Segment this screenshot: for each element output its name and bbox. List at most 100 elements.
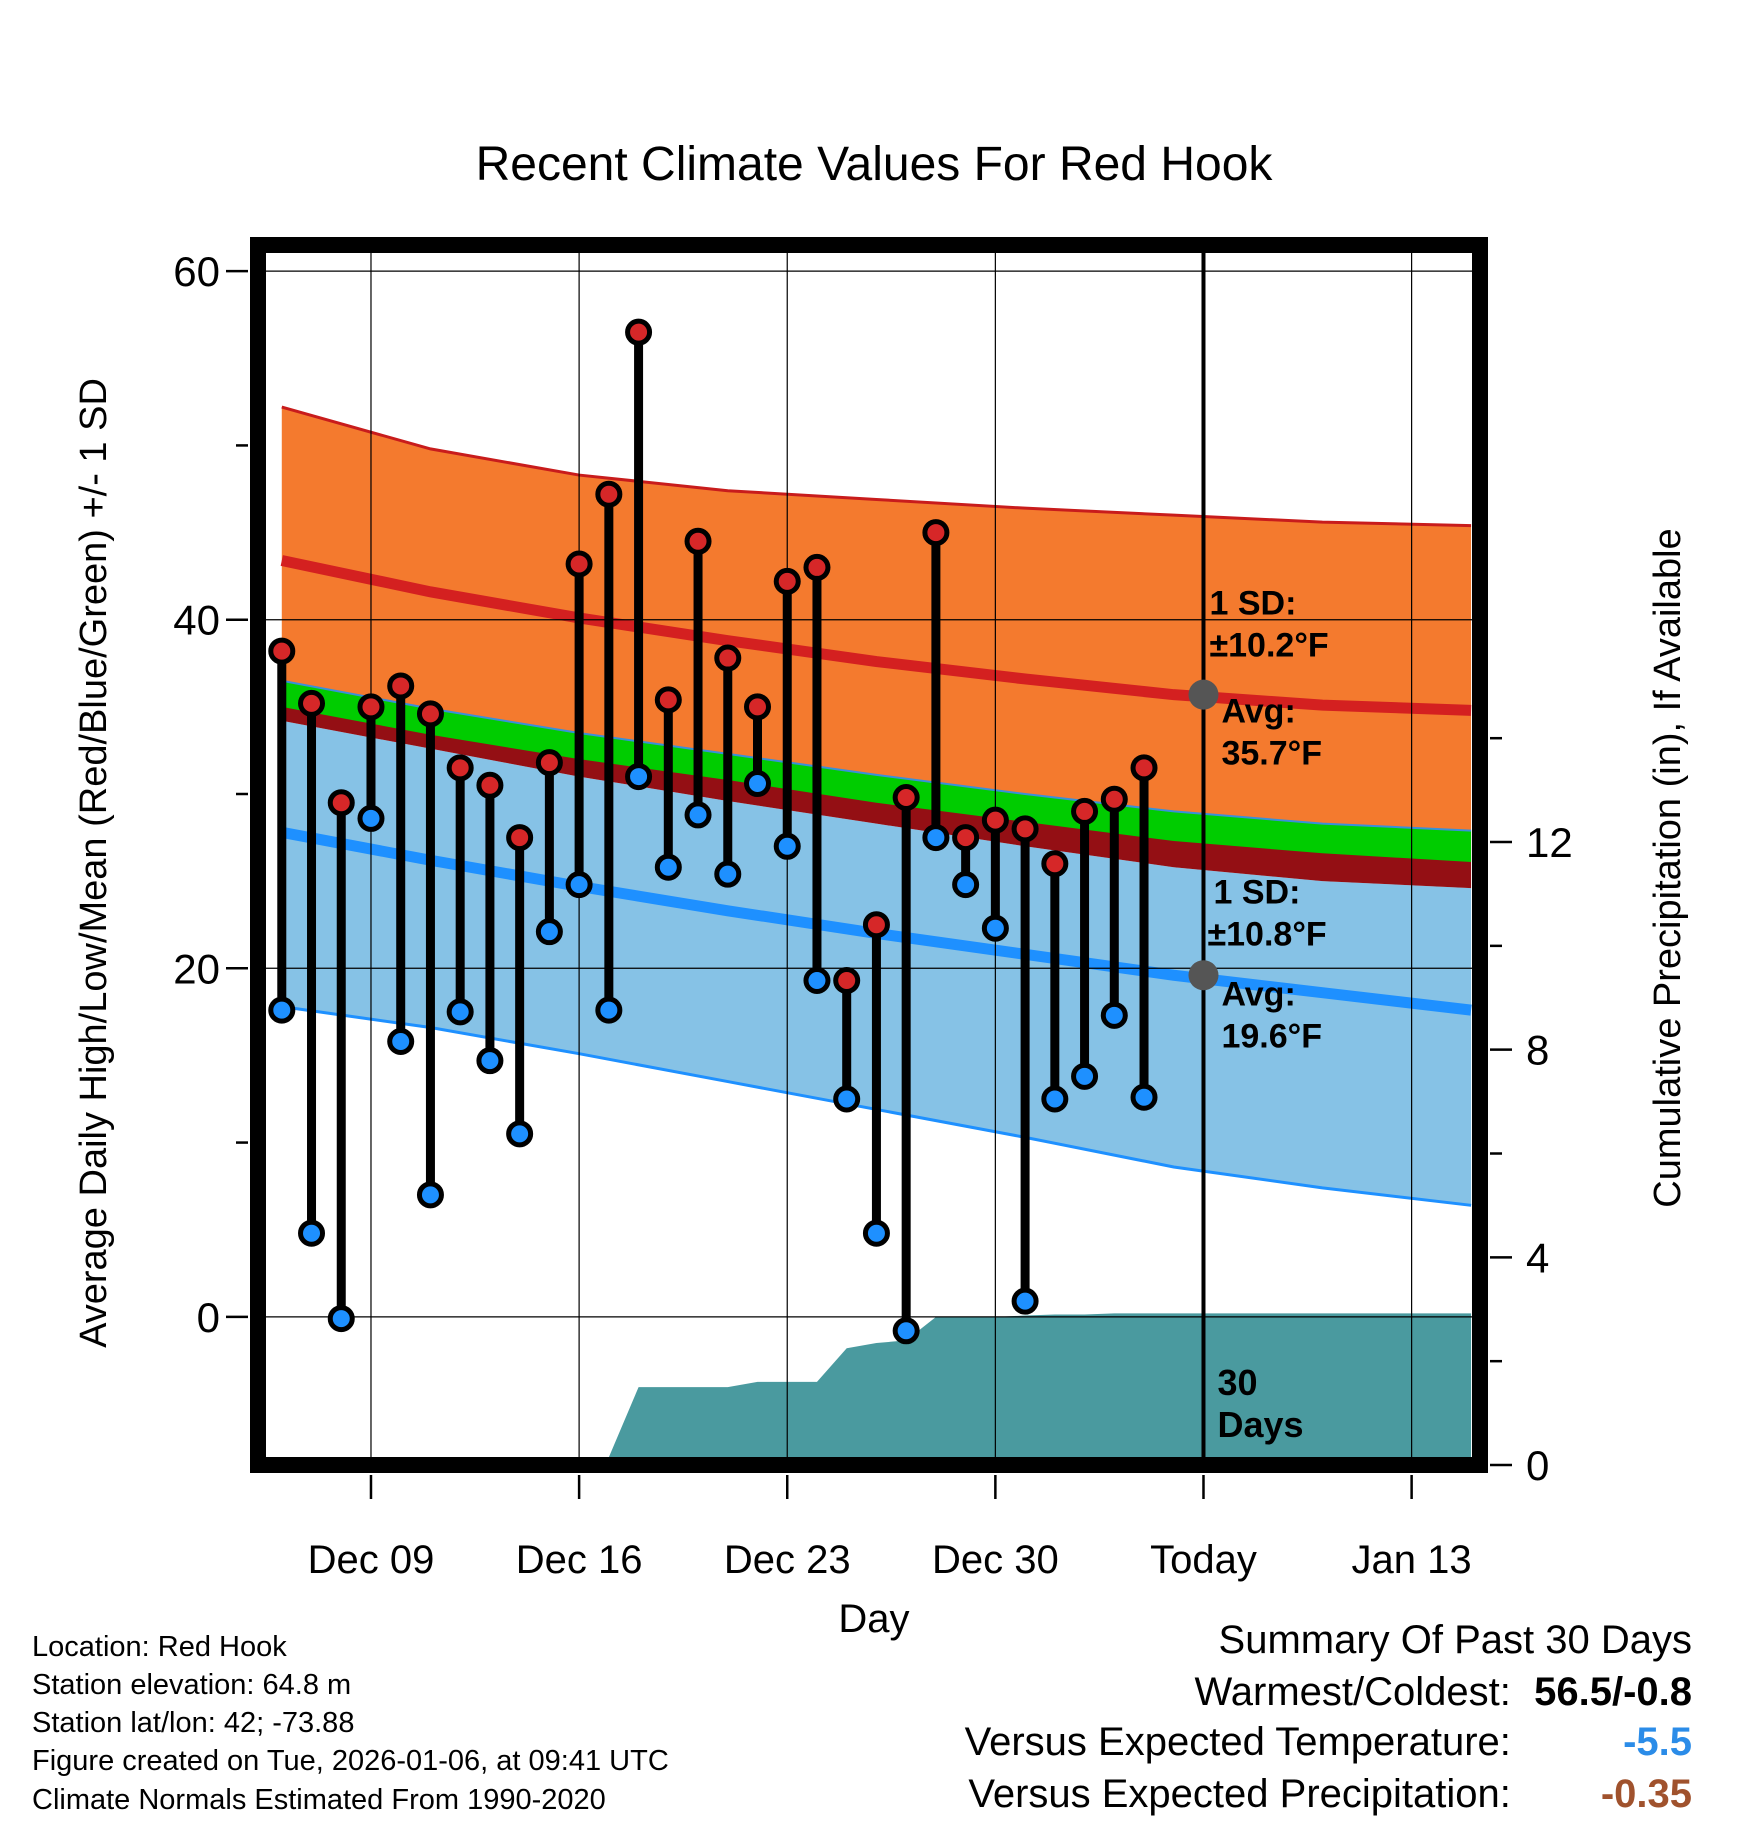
x-axis-label: Day xyxy=(838,1597,909,1641)
y2-tick-label: 0 xyxy=(1526,1442,1549,1489)
daily-high-point xyxy=(595,480,623,508)
precipitation-area xyxy=(281,1313,1472,1465)
daily-high-point xyxy=(773,567,801,595)
daily-low-point xyxy=(298,1219,326,1247)
daily-high-point xyxy=(981,806,1009,834)
daily-low-point xyxy=(387,1027,415,1055)
high-sd-label: 1 SD: xyxy=(1209,585,1296,623)
mean-upper-line xyxy=(281,679,1472,832)
daily-high-point xyxy=(684,527,712,555)
daily-high-point xyxy=(387,672,415,700)
daily-low-point xyxy=(833,1085,861,1113)
daily-high-point xyxy=(922,519,950,547)
y2-axis-label: Cumulative Precipitation (in), If Availa… xyxy=(1647,528,1689,1207)
summary-precip-value: -0.35 xyxy=(1600,1772,1692,1816)
daily-high-point xyxy=(476,771,504,799)
x-tick-label: Dec 16 xyxy=(516,1538,643,1582)
daily-low-point xyxy=(1011,1287,1039,1315)
high-upper-line xyxy=(281,405,1472,528)
summary-temp-row: Versus Expected Temperature: -5.5 xyxy=(965,1720,1692,1765)
footer-created: Figure created on Tue, 2026-01-06, at 09… xyxy=(32,1745,669,1777)
daily-low-point xyxy=(565,871,593,899)
daily-high-point xyxy=(654,686,682,714)
high-avg-marker xyxy=(1188,679,1219,710)
summary-precip-row: Versus Expected Precipitation: -0.35 xyxy=(968,1772,1692,1817)
daily-high-point xyxy=(833,966,861,994)
daily-high-point xyxy=(1100,785,1128,813)
daily-low-point xyxy=(744,770,772,798)
daily-low-point xyxy=(922,824,950,852)
daily-low-point xyxy=(416,1181,444,1209)
low-avg-marker xyxy=(1188,960,1219,991)
daily-high-point xyxy=(625,318,653,346)
x-tick-label: Jan 13 xyxy=(1352,1538,1472,1582)
footer-normals: Climate Normals Estimated From 1990-2020 xyxy=(32,1784,606,1816)
daily-low-point xyxy=(862,1219,890,1247)
x-tick-label: Dec 09 xyxy=(308,1538,435,1582)
y2-tick-label: 4 xyxy=(1526,1234,1549,1281)
y2-tick-label: 12 xyxy=(1526,819,1573,866)
summary-warmest-row: Warmest/Coldest: 56.5/-0.8 xyxy=(1195,1670,1693,1715)
daily-low-point xyxy=(1041,1085,1069,1113)
daily-high-point xyxy=(1130,754,1158,782)
daily-high-point xyxy=(416,700,444,728)
daily-high-point xyxy=(506,824,534,852)
plot-frame xyxy=(250,237,1488,1473)
daily-high-point xyxy=(862,911,890,939)
daily-low-point xyxy=(714,860,742,888)
footer-latlon: Station lat/lon: 42; -73.88 xyxy=(32,1707,355,1739)
summary-precip-label: Versus Expected Precipitation: xyxy=(968,1772,1511,1816)
daily-high-point xyxy=(803,553,831,581)
daily-low-point xyxy=(625,763,653,791)
summary-temp-value: -5.5 xyxy=(1623,1720,1692,1764)
x-tick-label: Today xyxy=(1150,1538,1257,1582)
normal-high-line xyxy=(280,555,1472,716)
summary-warmest-value: 56.5/-0.8 xyxy=(1534,1670,1692,1714)
daily-high-point xyxy=(446,754,474,782)
daily-high-point xyxy=(1011,815,1039,843)
y-tick-label: 20 xyxy=(173,945,220,992)
daily-high-point xyxy=(744,693,772,721)
y-tick-label: 40 xyxy=(173,597,220,644)
plot-area: 1 SD: ±10.2°F Avg: 35.7°F 1 SD: ±10.8°F Avg: 19… xyxy=(173,237,1573,1582)
y2-tick-label: 8 xyxy=(1526,1027,1549,1074)
daily-high-point xyxy=(357,693,385,721)
low-sd-value: ±10.8°F xyxy=(1207,915,1326,953)
high-avg-label: Avg: xyxy=(1221,693,1295,731)
x-tick-label: Dec 30 xyxy=(932,1538,1059,1582)
daily-high-point xyxy=(1071,797,1099,825)
daily-low-point xyxy=(535,918,563,946)
low-sd-label: 1 SD: xyxy=(1213,873,1300,911)
low-avg-label: Avg: xyxy=(1221,975,1295,1013)
y-tick-label: 0 xyxy=(197,1294,220,1341)
high-avg-value: 35.7°F xyxy=(1221,735,1322,773)
daily-low-point xyxy=(1071,1062,1099,1090)
mean-band xyxy=(281,680,1472,862)
daily-low-point xyxy=(1100,1001,1128,1029)
daily-high-point xyxy=(714,644,742,672)
daily-low-point xyxy=(268,996,296,1024)
summary-temp-label: Versus Expected Temperature: xyxy=(964,1720,1511,1764)
summary-title: Summary Of Past 30 Days xyxy=(1218,1618,1692,1662)
daily-high-point xyxy=(892,783,920,811)
footer-location: Location: Red Hook xyxy=(32,1631,287,1663)
daily-low-point xyxy=(1130,1083,1158,1111)
daily-low-point xyxy=(357,804,385,832)
low-avg-value: 19.6°F xyxy=(1221,1017,1322,1055)
daily-low-point xyxy=(506,1120,534,1148)
daily-low-point xyxy=(981,914,1009,942)
daily-high-point xyxy=(327,789,355,817)
daily-low-point xyxy=(595,996,623,1024)
daily-low-point xyxy=(684,801,712,829)
footer-elevation: Station elevation: 64.8 m xyxy=(32,1669,352,1701)
daily-high-point xyxy=(565,550,593,578)
daily-low-point xyxy=(773,832,801,860)
summary-warmest-label: Warmest/Coldest: xyxy=(1194,1670,1511,1714)
days-label-number: 30 xyxy=(1217,1362,1257,1403)
daily-low-point xyxy=(446,998,474,1026)
daily-high-point xyxy=(268,637,296,665)
days-label-text: Days xyxy=(1217,1404,1303,1445)
high-sd-value: ±10.2°F xyxy=(1209,627,1328,665)
chart-title: Recent Climate Values For Red Hook xyxy=(476,138,1274,191)
